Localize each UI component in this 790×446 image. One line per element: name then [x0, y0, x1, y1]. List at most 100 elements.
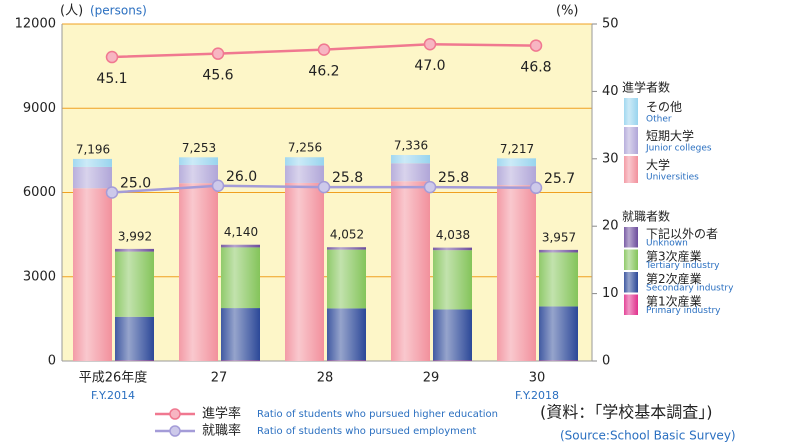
bar-segment: [179, 164, 218, 184]
legend-label: 第2次産業: [646, 271, 702, 286]
line-value-label: 25.8: [438, 170, 469, 186]
line-value-label: 46.2: [308, 64, 339, 80]
bar-segment: [285, 165, 324, 183]
legend-label: 大学: [646, 157, 670, 172]
y2-tick-label: 50: [602, 17, 619, 32]
bar-segment: [73, 158, 112, 167]
bar-segment: [221, 244, 260, 248]
source-en: (Source:School Basic Survey): [560, 429, 736, 443]
legend-title: 進学者数: [622, 80, 670, 95]
legend-label: 進学率: [202, 406, 241, 422]
x-tick-label: 29: [423, 371, 440, 386]
line-value-label: 26.0: [226, 169, 257, 185]
bar-segment: [73, 166, 112, 189]
legend-label-en: Primary industry: [646, 306, 721, 316]
legend-swatch: [624, 98, 638, 125]
x-tick-label: 30: [529, 371, 546, 386]
total-label: 7,217: [500, 142, 534, 156]
legend-label: 短期大学: [646, 128, 694, 143]
y-tick-label: 12000: [15, 17, 56, 32]
bar-segment: [497, 185, 536, 361]
line-value-label: 46.8: [520, 60, 551, 76]
legend-swatch: [624, 156, 638, 183]
bar-segment: [285, 182, 324, 361]
bar-segment: [391, 163, 430, 182]
line-value-label: 47.0: [414, 58, 445, 74]
y-tick-label: 9000: [23, 101, 56, 116]
y-unit: (人): [60, 4, 83, 19]
total-label: 4,052: [330, 228, 364, 242]
bar-segment: [497, 158, 536, 167]
total-label: 4,140: [224, 225, 258, 239]
legend-swatch: [624, 272, 638, 293]
x-tick-label: 28: [317, 371, 334, 386]
bar-segment: [327, 308, 366, 361]
y-tick-label: 3000: [23, 269, 56, 284]
bar-segment: [391, 154, 430, 164]
line-value-label: 45.1: [96, 71, 127, 87]
y2-unit: (%): [556, 4, 579, 19]
bar-segment: [391, 181, 430, 361]
total-label: 7,336: [394, 138, 428, 152]
legend-label-en: Tertiary industry: [645, 261, 720, 271]
line-marker: [529, 181, 543, 195]
total-label: 7,253: [182, 141, 216, 155]
bar-segment: [221, 247, 260, 309]
legend-marker: [169, 408, 181, 420]
line-marker: [211, 179, 225, 193]
total-label: 4,038: [436, 228, 470, 242]
bar-segment: [539, 252, 578, 307]
legend-label-en: Ratio of students who pursued higher edu…: [257, 409, 498, 420]
line-marker: [317, 180, 331, 194]
line-marker: [423, 37, 437, 51]
y2-tick-label: 20: [602, 219, 619, 234]
y2-tick-label: 40: [602, 84, 619, 99]
legend-swatch: [624, 249, 638, 270]
y2-tick-label: 10: [602, 286, 619, 301]
line-value-label: 25.0: [120, 176, 151, 192]
bar-segment: [539, 249, 578, 253]
legend-label: 第3次産業: [646, 248, 702, 263]
y-tick-label: 0: [48, 354, 56, 369]
y-unit-en: (persons): [90, 4, 147, 18]
legend-swatch: [624, 127, 638, 154]
legend-label: 第1次産業: [646, 293, 702, 308]
legend-label-en: Other: [646, 114, 672, 124]
bar-segment: [115, 316, 154, 361]
total-label: 3,992: [118, 229, 152, 243]
bar-segment: [433, 250, 472, 310]
legend-label: 就職率: [202, 423, 241, 439]
legend-marker: [169, 425, 181, 437]
legend-swatch: [624, 227, 638, 248]
total-label: 7,256: [288, 141, 322, 155]
y2-tick-label: 30: [602, 151, 619, 166]
line-marker: [105, 50, 119, 64]
line-value-label: 25.8: [332, 170, 363, 186]
line-value-label: 25.7: [544, 171, 575, 187]
bar-segment: [433, 247, 472, 251]
line-value-label: 45.6: [202, 68, 233, 84]
legend-swatch: [624, 294, 638, 315]
source: (資料：「学校基本調査」): [540, 403, 713, 422]
legend-label-en: Secondary industry: [646, 284, 734, 294]
legend-label: 下記以外の者: [646, 226, 718, 241]
legend-label-en: Junior colleges: [645, 143, 712, 153]
bar-segment: [73, 188, 112, 361]
bar-segment: [497, 166, 536, 186]
line-marker: [211, 47, 225, 60]
bar-segment: [179, 157, 218, 165]
y-tick-label: 6000: [23, 185, 56, 200]
bar-segment: [327, 249, 366, 309]
total-label: 3,957: [542, 230, 576, 244]
total-label: 7,196: [76, 142, 110, 156]
x-tick-sublabel: F.Y.2014: [91, 389, 135, 402]
bar-segment: [179, 183, 218, 361]
x-tick-label: 平成26年度: [79, 370, 148, 386]
bar-segment: [115, 248, 154, 252]
line-marker: [105, 186, 119, 199]
x-tick-label: 27: [211, 371, 228, 386]
x-tick-sublabel: F.Y.2018: [515, 389, 559, 402]
bar-segment: [539, 306, 578, 361]
bar-segment: [285, 157, 324, 166]
